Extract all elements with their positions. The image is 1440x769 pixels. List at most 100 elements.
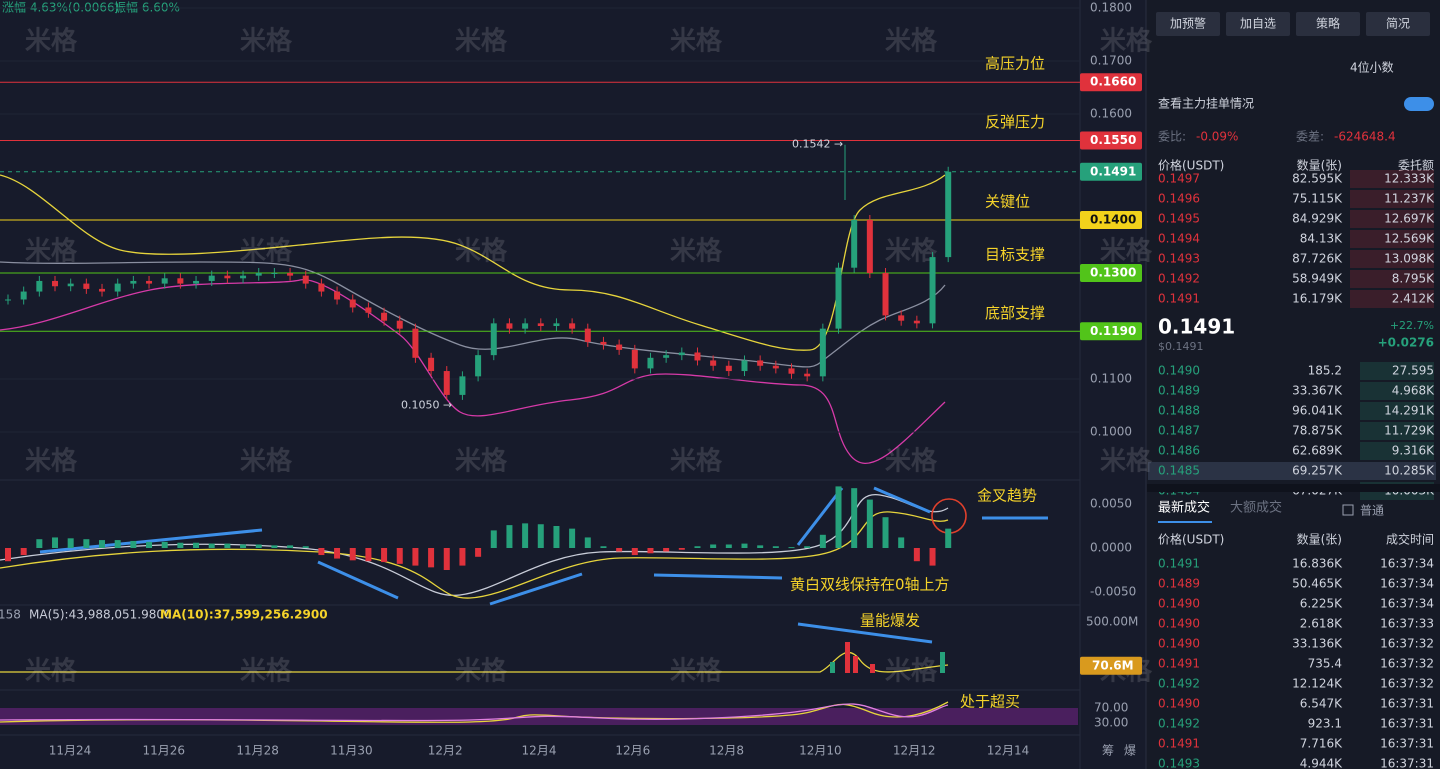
macd-bar <box>835 486 842 548</box>
arrow <box>317 560 399 600</box>
macd-bar <box>710 544 717 548</box>
boll-mid <box>0 261 946 368</box>
annotation: 处于超买 <box>960 693 1020 711</box>
trade-header: 价格(USDT) <box>1158 532 1224 547</box>
ask-cell: 0.1491 <box>1158 292 1200 306</box>
book-header: 价格(USDT) <box>1158 158 1224 173</box>
macd-bar <box>569 528 576 548</box>
ask-cell: 87.726K <box>1292 252 1343 266</box>
button[interactable] <box>1226 12 1290 36</box>
depth-bar <box>1360 382 1434 400</box>
book-header: 数量(张) <box>1297 158 1342 173</box>
button[interactable] <box>1156 12 1220 36</box>
depth-bar <box>1360 422 1434 440</box>
trade-cell: 12.124K <box>1292 677 1343 691</box>
candle <box>584 328 591 342</box>
corner-button[interactable]: 筹 <box>1102 744 1114 758</box>
main-orders[interactable]: 查看主力挂单情况 <box>1158 97 1254 111</box>
macd-bar <box>631 548 638 556</box>
tab[interactable]: 大额成交 <box>1230 500 1282 516</box>
button[interactable] <box>1296 12 1360 36</box>
rsi-tick: 30.00 <box>1094 716 1128 730</box>
button[interactable] <box>1366 12 1430 36</box>
ratio: -0.09% <box>1196 130 1238 144</box>
depth-bar <box>1350 250 1434 268</box>
macd-bar <box>757 545 764 548</box>
watermark: 米格 <box>240 236 293 267</box>
watermark: 米格 <box>455 236 508 267</box>
macd-bar <box>36 539 43 548</box>
price-tick: 0.1600 <box>1090 107 1132 121</box>
price-tick: 0.1700 <box>1090 54 1132 68</box>
ask-cell: 0.1496 <box>1158 192 1200 206</box>
date-label: 12月6 <box>615 744 650 758</box>
watermark: 米格 <box>240 656 293 687</box>
level-name: 高压力位 <box>985 55 1045 73</box>
button-label[interactable]: 简况 <box>1386 17 1410 31</box>
ma5: MA(5):43,988,051.9800 <box>29 608 172 622</box>
watermark: 米格 <box>240 446 293 477</box>
macd-bar <box>349 548 356 561</box>
macd-bar <box>678 548 685 550</box>
bid-cell: 0.1485 <box>1158 464 1200 478</box>
tab[interactable]: 最新成交 <box>1158 500 1210 516</box>
arrow <box>39 528 263 554</box>
trade-cell: 16.836K <box>1292 557 1343 571</box>
bid-cell: 14.291K <box>1384 404 1435 418</box>
section-gap <box>1147 484 1440 492</box>
trade-cell: 0.1491 <box>1158 657 1200 671</box>
checkbox[interactable] <box>1342 504 1354 516</box>
trade-header: 数量(张) <box>1297 532 1342 547</box>
trade-cell: 16:37:32 <box>1380 657 1434 671</box>
toggle[interactable] <box>1404 97 1434 111</box>
macd-bar <box>584 537 591 548</box>
date-label: 12月14 <box>987 744 1030 758</box>
bid-cell: 96.041K <box>1292 404 1343 418</box>
decimals[interactable]: 4位小数 <box>1350 60 1394 75</box>
date-label: 11月30 <box>330 744 373 758</box>
bid-cell: 185.2 <box>1308 364 1342 378</box>
ratio-label: 委比: <box>1158 130 1186 144</box>
volume-bar <box>853 656 858 673</box>
candle <box>114 283 121 292</box>
price-tag-text: 0.1300 <box>1090 266 1136 280</box>
candle <box>553 323 560 326</box>
macd-bar <box>114 540 121 548</box>
candle <box>804 373 811 377</box>
button-label[interactable]: 加预警 <box>1170 16 1206 31</box>
macd-bar <box>130 540 137 548</box>
volume-bar <box>830 662 835 673</box>
macd-bar <box>208 543 215 548</box>
volume-bar <box>870 664 875 673</box>
macd-bar <box>428 548 435 568</box>
price-tag-text: 0.1550 <box>1090 133 1136 147</box>
indicators <box>0 174 967 723</box>
ma-prefix: 158 <box>0 608 21 622</box>
watermark: 米格 <box>670 656 723 687</box>
bid-cell: 11.729K <box>1384 424 1435 438</box>
candle <box>866 220 873 273</box>
trade-header: 成交时间 <box>1386 532 1434 547</box>
volume-bars <box>830 642 945 673</box>
bid-cell: 10.285K <box>1384 464 1435 478</box>
volume-tick: 500.00M <box>1086 615 1138 629</box>
button-label[interactable]: 策略 <box>1316 16 1340 31</box>
button-label[interactable]: 加自选 <box>1240 17 1276 31</box>
normal[interactable]: 普通 <box>1360 504 1384 518</box>
macd-bar <box>224 543 231 548</box>
candle <box>99 288 106 292</box>
watermark: 米格 <box>1100 236 1153 267</box>
arrow <box>873 486 931 514</box>
trade-cell: 0.1490 <box>1158 637 1200 651</box>
candle <box>208 275 215 281</box>
corner-button[interactable]: 爆 <box>1124 744 1136 758</box>
depth-bar <box>1360 402 1434 420</box>
macd-bar <box>412 548 419 566</box>
candle <box>569 323 576 329</box>
watermark: 米格 <box>1100 26 1153 57</box>
macd-bar <box>600 546 607 548</box>
boll-lower <box>0 279 946 464</box>
candle <box>835 267 842 329</box>
candle <box>600 341 607 345</box>
